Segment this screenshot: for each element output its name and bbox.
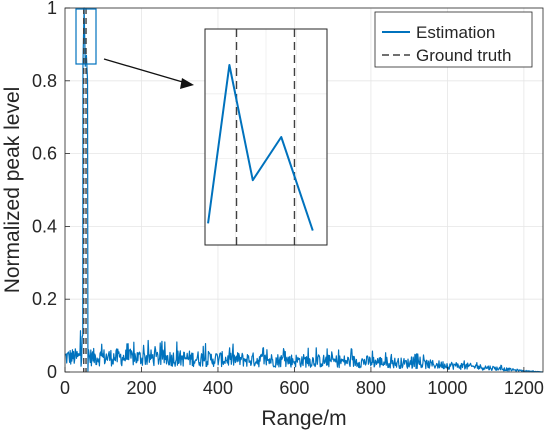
legend-estimation-label: Estimation	[416, 23, 495, 42]
inset-frame	[204, 28, 328, 246]
inset-plot	[204, 28, 328, 246]
zoom-arrow-line	[103, 58, 187, 84]
y-tick-label: 0.6	[32, 144, 57, 164]
plot-frame	[64, 7, 544, 373]
y-tick-label: 0.4	[32, 216, 57, 236]
x-tick-label: 1000	[427, 378, 467, 398]
x-tick-label: 400	[203, 378, 233, 398]
y-tick-label: 0	[47, 362, 57, 382]
x-tick-label: 600	[279, 378, 309, 398]
legend: Estimation Ground truth	[374, 11, 533, 68]
y-tick-label: 0.8	[32, 71, 57, 91]
inset-estimation-line	[207, 64, 314, 231]
legend-ground-truth-label: Ground truth	[416, 46, 511, 65]
data-layer	[64, 7, 543, 373]
x-tick-label: 200	[126, 378, 156, 398]
zoom-arrow-head	[180, 78, 194, 89]
y-tick-label: 1	[47, 0, 57, 18]
y-tick-label: 0.2	[32, 289, 57, 309]
axis-ticks: 0 200 400 600 800 1000 1200 0 0.2 0.4 0.6 0.8 1	[32, 0, 544, 398]
y-axis-label: Normalized peak level	[1, 87, 24, 294]
x-tick-label: 1200	[504, 378, 544, 398]
zoom-region-box	[75, 8, 97, 65]
x-tick-label: 0	[60, 378, 70, 398]
inset-data	[207, 29, 314, 245]
legend-box	[374, 11, 533, 68]
x-axis-label: Range/m	[261, 407, 346, 430]
x-tick-label: 800	[356, 378, 386, 398]
estimation-line	[64, 7, 543, 373]
